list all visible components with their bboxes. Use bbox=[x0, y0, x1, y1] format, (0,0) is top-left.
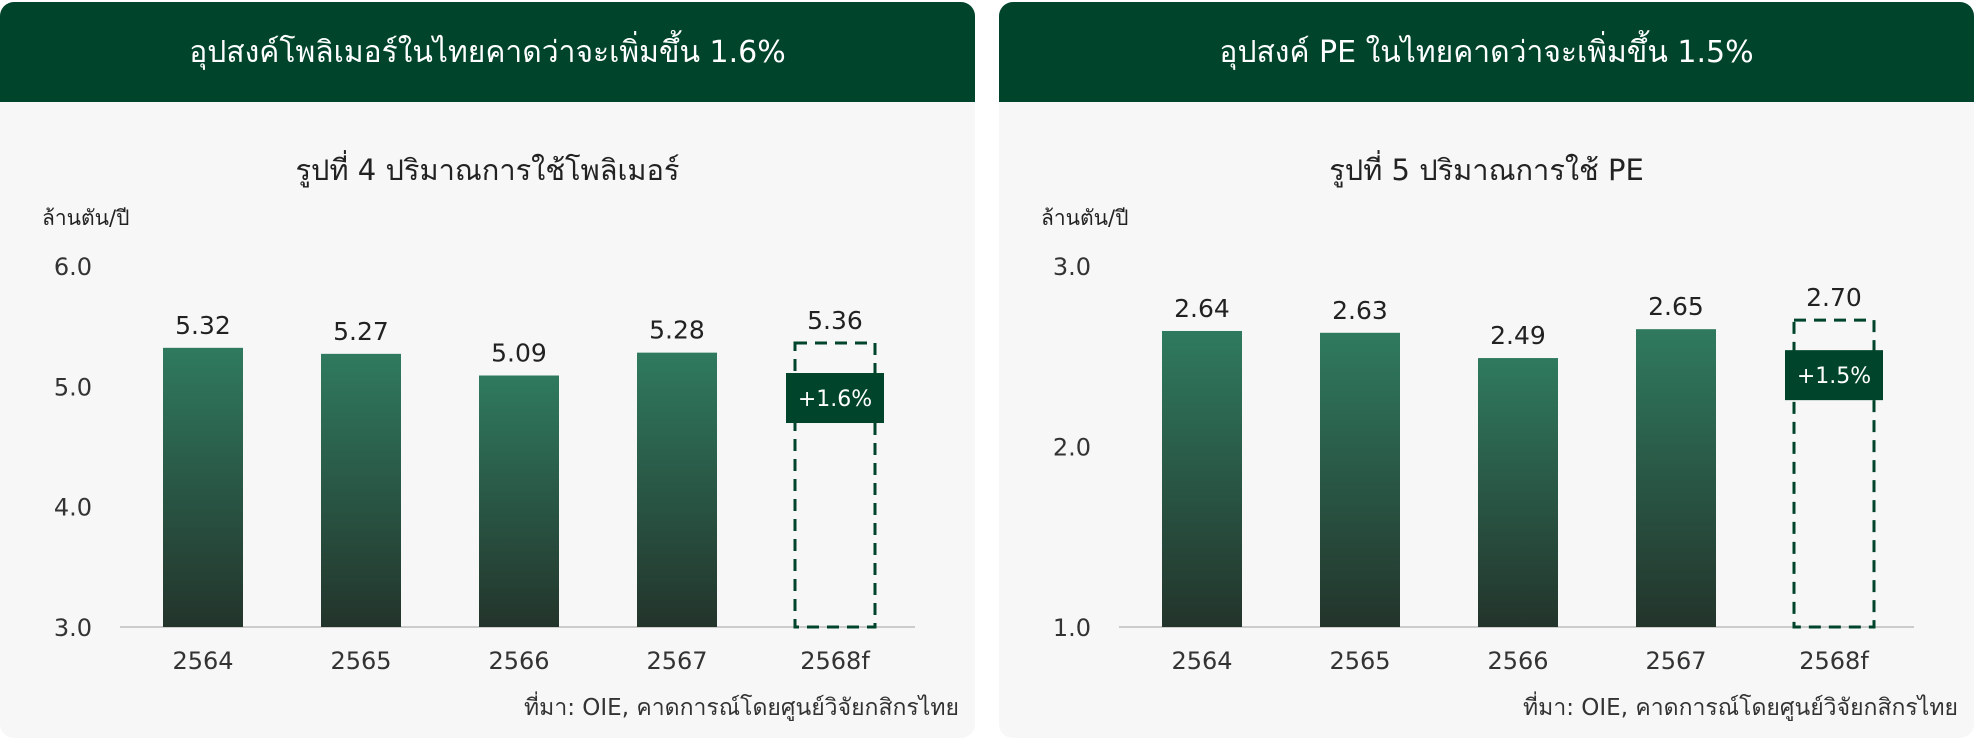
y-tick-label: 6.0 bbox=[54, 253, 92, 281]
x-tick-label: 2566 bbox=[488, 647, 549, 675]
x-tick-label: 2565 bbox=[330, 647, 391, 675]
y-tick-label: 2.0 bbox=[1053, 434, 1091, 462]
value-label: 2.70 bbox=[1806, 283, 1862, 312]
value-label: 5.36 bbox=[807, 306, 863, 335]
chart-panel-pe: อุปสงค์ PE ในไทยคาดว่าจะเพิ่มขึ้น 1.5% ร… bbox=[999, 2, 1974, 738]
forecast-bar bbox=[793, 341, 877, 629]
bar bbox=[1162, 330, 1242, 627]
bar bbox=[1478, 358, 1558, 627]
chart-title: รูปที่ 5 ปริมาณการใช้ PE bbox=[1329, 153, 1644, 187]
bar bbox=[321, 353, 401, 627]
source-note: ที่มา: OIE, คาดการณ์โดยศูนย์วิจัยกสิกรไท… bbox=[1523, 695, 1958, 721]
chart-panel-polymer: อุปสงค์โพลิเมอร์ในไทยคาดว่าจะเพิ่มขึ้น 1… bbox=[0, 2, 975, 738]
y-tick-label: 5.0 bbox=[54, 373, 92, 401]
value-label: 2.64 bbox=[1174, 294, 1230, 323]
x-tick-label: 2568f bbox=[800, 647, 870, 675]
x-tick-label: 2565 bbox=[1329, 647, 1390, 675]
value-label: 5.28 bbox=[649, 316, 705, 345]
y-axis-unit-label: ล้านตัน/ปี bbox=[42, 206, 130, 230]
x-tick-label: 2568f bbox=[1799, 647, 1869, 675]
x-tick-label: 2566 bbox=[1487, 647, 1548, 675]
x-tick-label: 2564 bbox=[172, 647, 233, 675]
banner-title: อุปสงค์โพลิเมอร์ในไทยคาดว่าจะเพิ่มขึ้น 1… bbox=[0, 2, 975, 102]
growth-badge-label: +1.6% bbox=[798, 387, 872, 412]
value-label: 2.65 bbox=[1648, 292, 1704, 321]
source-note: ที่มา: OIE, คาดการณ์โดยศูนย์วิจัยกสิกรไท… bbox=[524, 695, 959, 721]
value-label: 5.32 bbox=[175, 311, 231, 340]
y-tick-label: 3.0 bbox=[54, 614, 92, 642]
value-label: 2.63 bbox=[1332, 296, 1388, 325]
y-tick-label: 4.0 bbox=[54, 494, 92, 522]
x-tick-label: 2567 bbox=[646, 647, 707, 675]
growth-badge bbox=[1785, 350, 1883, 401]
bar bbox=[163, 347, 243, 627]
y-tick-label: 3.0 bbox=[1053, 253, 1091, 281]
growth-badge bbox=[786, 373, 884, 424]
bar bbox=[637, 352, 717, 627]
value-label: 2.49 bbox=[1490, 321, 1546, 350]
value-label: 5.27 bbox=[333, 317, 389, 346]
bar-chart-pe: 1.0 2.0 3.0 2.64 2564 2.63 2565 2.49 2566 2.65 256… bbox=[1053, 253, 1914, 675]
growth-badge-label: +1.5% bbox=[1797, 364, 1871, 389]
y-tick-label: 1.0 bbox=[1053, 614, 1091, 642]
bar-chart-polymer: 3.0 4.0 5.0 6.0 5.32 2564 5.27 2565 5.09 2566 5.28… bbox=[54, 253, 915, 675]
x-tick-label: 2567 bbox=[1645, 647, 1706, 675]
chart-title: รูปที่ 4 ปริมาณการใช้โพลิเมอร์ bbox=[295, 153, 680, 187]
bar bbox=[479, 375, 559, 627]
banner-title: อุปสงค์ PE ในไทยคาดว่าจะเพิ่มขึ้น 1.5% bbox=[999, 2, 1974, 102]
value-label: 5.09 bbox=[491, 339, 547, 368]
x-tick-label: 2564 bbox=[1171, 647, 1232, 675]
forecast-bar bbox=[1792, 318, 1876, 629]
bar bbox=[1320, 332, 1400, 627]
y-axis-unit-label: ล้านตัน/ปี bbox=[1041, 206, 1129, 230]
bar bbox=[1636, 329, 1716, 627]
